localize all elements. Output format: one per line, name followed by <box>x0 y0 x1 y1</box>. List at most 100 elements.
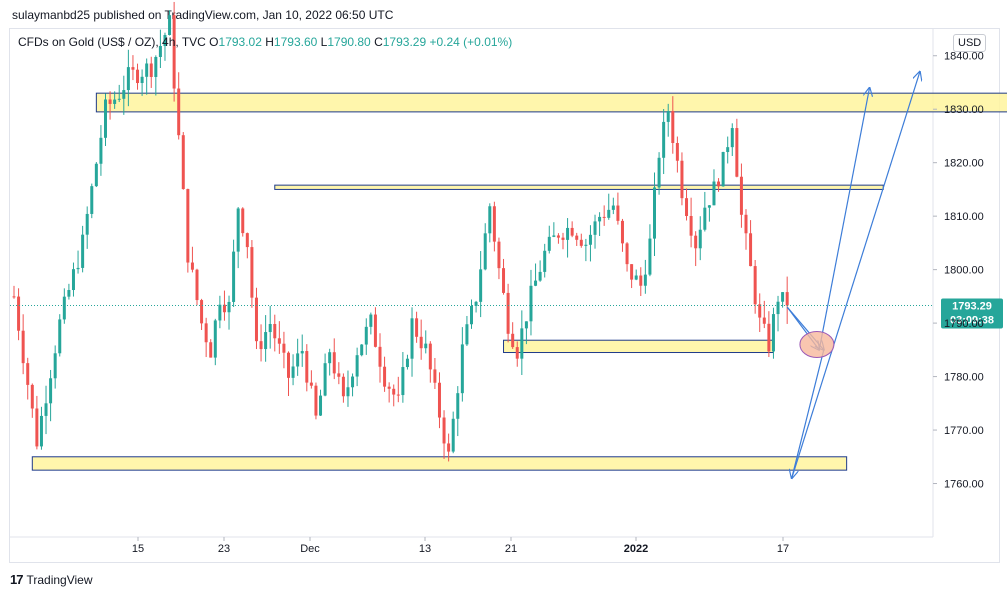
candle-body <box>666 111 670 122</box>
symbol-legend[interactable]: CFDs on Gold (US$ / OZ), 4h, TVC O1793.0… <box>18 35 512 49</box>
candle-body <box>113 99 117 104</box>
candle-body <box>671 111 675 144</box>
candle-body <box>213 320 217 358</box>
candle-body <box>39 415 43 447</box>
candle-body <box>232 251 236 302</box>
candle-body <box>620 220 624 244</box>
candle-body <box>337 373 341 377</box>
candle-body <box>598 216 602 222</box>
candle-body <box>104 99 107 138</box>
candle-body <box>561 237 565 240</box>
candle-body <box>781 292 785 302</box>
candle-body <box>602 216 606 218</box>
candle-body <box>566 227 570 240</box>
projection-arrow <box>792 349 825 478</box>
price-tick-label: 1800.00 <box>944 265 984 277</box>
price-tick-label: 1840.00 <box>944 51 984 63</box>
candle-body <box>735 128 739 177</box>
price-tick-label: 1820.00 <box>944 158 984 170</box>
time-tick-label: 21 <box>505 543 517 555</box>
candle-body <box>552 235 556 237</box>
candle-body <box>616 205 620 221</box>
candle-body <box>209 342 213 358</box>
candle-body <box>749 233 753 267</box>
candle-body <box>30 384 34 409</box>
support-resistance-zones <box>31 92 1007 471</box>
time-tick-label: Dec <box>300 543 320 555</box>
candle-body <box>437 382 441 418</box>
candle-body <box>424 343 428 349</box>
time-tick-label: 23 <box>218 543 230 555</box>
high-label: H <box>265 35 274 49</box>
candle-body <box>685 198 689 217</box>
candle-body <box>744 214 748 234</box>
candle-body <box>648 238 652 275</box>
candle-body <box>282 343 286 353</box>
candle-body <box>625 243 629 265</box>
tradingview-logo-text: TradingView <box>26 572 93 587</box>
candle-body <box>396 394 400 396</box>
candle-body <box>470 305 473 325</box>
candle-body <box>85 213 89 235</box>
countdown-label: 03:09:38 <box>950 315 994 327</box>
candle-body <box>158 45 162 57</box>
candle-body <box>154 56 158 77</box>
candle-body <box>442 417 446 444</box>
price-tick-label: 1790.00 <box>944 318 984 330</box>
candle-body <box>323 363 327 396</box>
price-zone <box>503 339 774 354</box>
candle-body <box>309 382 313 386</box>
candle-body <box>680 160 684 199</box>
candle-body <box>90 186 94 214</box>
candle-body <box>341 376 345 397</box>
candle-body <box>520 328 524 359</box>
price-zone <box>31 456 848 471</box>
candle-body <box>698 229 702 249</box>
candle-body <box>264 332 268 350</box>
candle-body <box>415 318 419 337</box>
candle-body <box>126 67 130 91</box>
currency-button[interactable]: USD <box>953 34 987 52</box>
candle-body <box>447 443 451 452</box>
candle-body <box>58 319 62 354</box>
candlesticks <box>12 1 789 462</box>
candle-body <box>245 233 249 248</box>
candle-body <box>653 187 656 239</box>
candle-body <box>378 346 382 367</box>
candle-body <box>607 209 611 218</box>
candle-body <box>474 301 478 306</box>
candle-body <box>296 353 300 367</box>
candle-body <box>200 300 204 324</box>
candle-body <box>451 418 455 452</box>
candle-body <box>355 355 359 377</box>
candle-body <box>543 250 547 272</box>
candle-body <box>346 387 350 397</box>
candle-body <box>767 323 771 352</box>
candle-body <box>419 336 423 349</box>
time-tick-label: 17 <box>777 543 789 555</box>
tradingview-logo[interactable]: 17 TradingView <box>10 572 93 587</box>
open-label: O <box>209 35 219 49</box>
candle-body <box>53 353 57 379</box>
price-tick-label: 1780.00 <box>944 372 984 384</box>
chart-frame[interactable] <box>9 28 1000 563</box>
candle-body <box>49 378 53 404</box>
candle-body <box>630 264 634 280</box>
time-tick-label: 13 <box>419 543 431 555</box>
close-value: 1793.29 <box>382 35 427 49</box>
candle-body <box>168 15 172 36</box>
candle-body <box>730 128 734 148</box>
candle-body <box>776 301 780 315</box>
candle-body <box>117 98 121 100</box>
candle-body <box>227 301 231 313</box>
time-tick-label: 15 <box>132 543 144 555</box>
candle-body <box>534 280 538 286</box>
candle-body <box>241 208 245 234</box>
candle-body <box>305 351 309 383</box>
candle-body <box>140 76 144 84</box>
open-value: 1793.02 <box>218 35 262 49</box>
gridlines <box>10 29 934 538</box>
candle-body <box>177 88 181 136</box>
candle-body <box>186 189 190 263</box>
